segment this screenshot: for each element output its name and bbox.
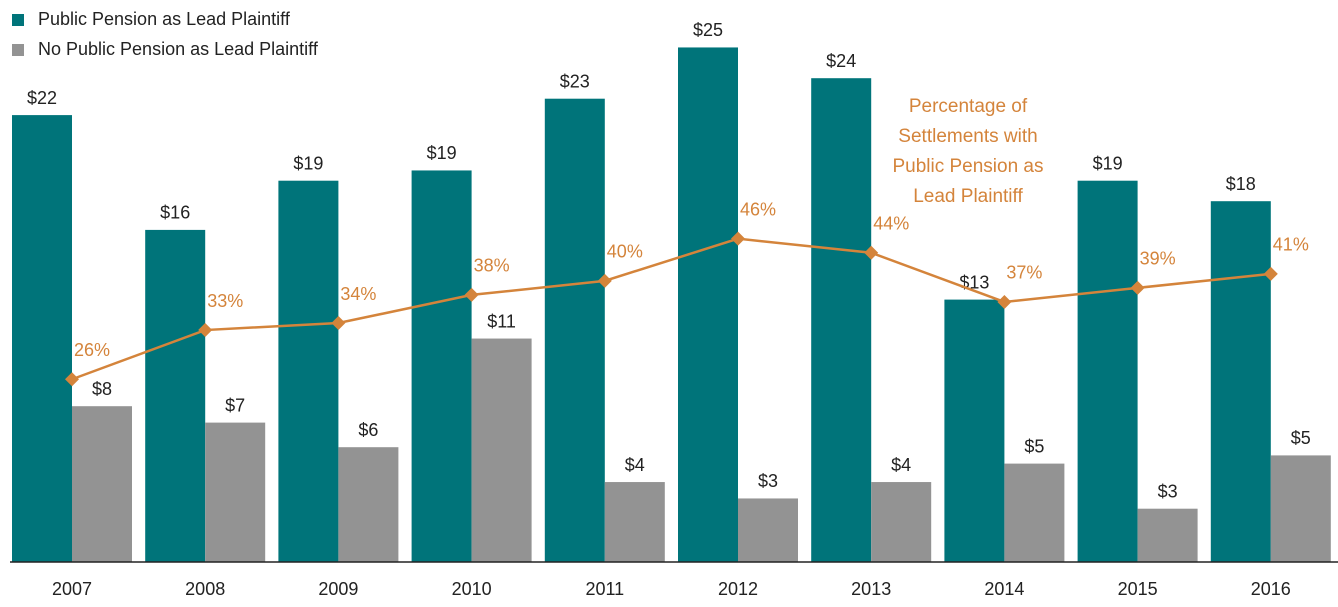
legend-swatch — [12, 44, 24, 56]
bar — [811, 78, 872, 562]
value-label: $16 — [160, 203, 190, 223]
line-value-label: 44% — [873, 213, 909, 233]
line-marker — [464, 287, 479, 302]
x-tick-label: 2014 — [984, 579, 1024, 599]
x-tick-label: 2016 — [1251, 579, 1291, 599]
x-tick-label: 2015 — [1118, 579, 1158, 599]
value-label: $3 — [1158, 481, 1178, 501]
value-label: $19 — [1093, 153, 1123, 173]
value-label: $7 — [225, 395, 245, 415]
bar — [1210, 201, 1271, 562]
line-value-label: 37% — [1006, 263, 1042, 283]
value-label: $4 — [891, 455, 911, 475]
legend-swatch — [12, 14, 24, 26]
x-tick-label: 2009 — [318, 579, 358, 599]
line-value-label: 26% — [74, 340, 110, 360]
line-marker — [997, 294, 1012, 309]
bar — [1077, 180, 1138, 562]
bar — [278, 180, 339, 562]
line-marker — [864, 245, 879, 260]
bar — [678, 47, 738, 562]
bar — [1004, 463, 1065, 562]
line — [71, 237, 1271, 381]
line-value-label: 38% — [474, 256, 510, 276]
value-label: $6 — [358, 420, 378, 440]
annotation: Percentage of — [909, 96, 1028, 117]
bar — [871, 482, 932, 562]
value-label: $8 — [92, 379, 112, 399]
line-value-label: 41% — [1273, 235, 1309, 255]
line-marker — [1130, 280, 1145, 295]
value-label: $5 — [1291, 428, 1311, 448]
bar — [411, 170, 472, 562]
bar — [205, 422, 266, 562]
bar — [338, 447, 399, 562]
x-tick-label: 2013 — [851, 579, 891, 599]
value-label: $19 — [293, 153, 323, 173]
annotation: Settlements with — [898, 126, 1037, 147]
x-tick-label: 2008 — [185, 579, 225, 599]
line-value-label: 40% — [607, 242, 643, 262]
x-tick-label: 2010 — [452, 579, 492, 599]
line-marker — [1263, 266, 1278, 281]
bar — [944, 299, 1005, 562]
value-label: $19 — [427, 143, 457, 163]
bar — [471, 338, 532, 562]
value-label: $18 — [1226, 174, 1256, 194]
line-value-label: 46% — [740, 199, 776, 219]
legend-label: Public Pension as Lead Plaintiff — [38, 9, 291, 29]
legend-label: No Public Pension as Lead Plaintiff — [38, 39, 319, 59]
x-tick-label: 2011 — [585, 579, 624, 599]
bar — [544, 98, 605, 562]
line-marker — [331, 316, 346, 331]
bar — [72, 406, 132, 562]
bar — [738, 498, 798, 562]
bar — [1137, 508, 1198, 562]
line-marker — [65, 372, 79, 387]
bar — [145, 229, 206, 562]
value-label: $22 — [27, 88, 57, 108]
value-label: $3 — [758, 471, 778, 491]
bar — [604, 482, 665, 562]
x-tick-label: 2012 — [718, 579, 758, 599]
annotation: Lead Plaintiff — [913, 186, 1023, 207]
bar — [1270, 455, 1331, 562]
x-tick-label: 2007 — [52, 579, 92, 599]
bar — [12, 115, 72, 562]
line-value-label: 39% — [1140, 249, 1176, 269]
value-label: $5 — [1024, 436, 1044, 456]
line-marker — [198, 323, 213, 338]
value-label: $23 — [560, 71, 590, 91]
value-label: $13 — [959, 272, 989, 292]
line-marker — [597, 273, 612, 288]
value-label: $11 — [487, 311, 516, 331]
line-value-label: 33% — [207, 291, 243, 311]
line-value-label: 34% — [340, 284, 376, 304]
line-marker — [731, 231, 745, 246]
value-label: $4 — [625, 455, 645, 475]
value-label: $25 — [693, 20, 723, 40]
value-label: $24 — [826, 51, 856, 71]
annotation: Public Pension as — [892, 156, 1043, 177]
